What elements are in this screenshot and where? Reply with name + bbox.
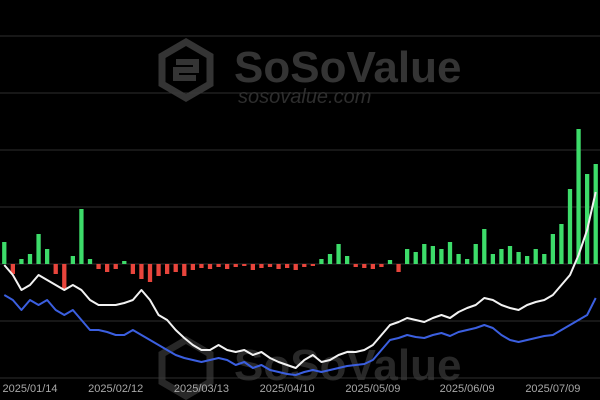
bar bbox=[353, 264, 358, 267]
bar bbox=[559, 224, 564, 264]
bar bbox=[345, 256, 350, 264]
bar bbox=[447, 242, 453, 264]
bar bbox=[105, 264, 110, 272]
x-tick-label: 2025/05/09 bbox=[345, 383, 400, 395]
bar bbox=[319, 259, 324, 264]
bar bbox=[567, 189, 573, 264]
watermark-brand: SoSoValue bbox=[234, 43, 461, 92]
bar bbox=[430, 246, 435, 264]
bar bbox=[130, 264, 135, 274]
x-tick-label: 2025/03/13 bbox=[174, 383, 229, 395]
bar bbox=[422, 244, 427, 264]
x-tick-label: 2025/04/10 bbox=[260, 383, 315, 395]
bar bbox=[327, 254, 333, 264]
bar bbox=[387, 260, 393, 264]
bar bbox=[550, 234, 555, 264]
bar bbox=[233, 264, 238, 267]
bar bbox=[585, 174, 590, 264]
bar bbox=[336, 244, 341, 264]
bar bbox=[362, 264, 367, 268]
bar bbox=[310, 264, 315, 266]
x-axis: 2025/01/14 2025/02/12 2025/03/13 2025/04/10… bbox=[2, 383, 580, 395]
x-tick-label: 2025/01/14 bbox=[2, 383, 57, 395]
bar bbox=[259, 264, 264, 268]
x-tick-label: 2025/02/12 bbox=[88, 383, 143, 395]
bar bbox=[147, 264, 153, 282]
line bbox=[3, 191, 597, 369]
bar bbox=[27, 254, 33, 264]
bars bbox=[2, 129, 598, 289]
bar bbox=[370, 264, 375, 269]
bar bbox=[242, 264, 247, 266]
bar bbox=[276, 264, 281, 269]
x-tick-label: 2025/06/09 bbox=[440, 383, 495, 395]
bar bbox=[216, 264, 221, 267]
bar bbox=[516, 252, 521, 264]
bar bbox=[396, 264, 401, 272]
bar bbox=[113, 264, 118, 269]
watermark-url: sosovalue.com bbox=[238, 86, 371, 108]
bar bbox=[87, 259, 93, 264]
bar bbox=[473, 244, 478, 264]
bar bbox=[482, 229, 487, 264]
bar bbox=[190, 264, 195, 270]
bar bbox=[19, 259, 24, 264]
bar bbox=[53, 264, 58, 274]
bar bbox=[62, 264, 67, 289]
bar bbox=[465, 259, 470, 264]
bar bbox=[139, 264, 144, 279]
bar bbox=[405, 249, 410, 264]
bar bbox=[533, 249, 538, 264]
bar bbox=[456, 254, 461, 264]
bar bbox=[250, 264, 255, 270]
bar bbox=[36, 234, 41, 264]
bar bbox=[173, 264, 178, 272]
bar bbox=[285, 264, 290, 268]
bar bbox=[499, 249, 504, 264]
watermark-top: SoSoValue sosovalue.com bbox=[158, 37, 461, 108]
bar bbox=[293, 264, 298, 270]
bar bbox=[302, 264, 307, 267]
bar bbox=[542, 254, 547, 264]
bar bbox=[379, 264, 384, 267]
bar bbox=[70, 256, 75, 264]
bar bbox=[96, 264, 101, 269]
bar bbox=[490, 254, 495, 264]
line bbox=[3, 294, 597, 376]
lines bbox=[3, 191, 597, 376]
bar bbox=[182, 264, 187, 276]
bar bbox=[593, 164, 598, 264]
bar bbox=[576, 129, 581, 264]
bar bbox=[413, 252, 418, 264]
bar bbox=[225, 264, 230, 269]
bar bbox=[165, 264, 170, 274]
bar bbox=[439, 249, 444, 264]
x-tick-label: 2025/07/09 bbox=[525, 383, 580, 395]
bar bbox=[45, 249, 50, 264]
bar bbox=[525, 256, 530, 264]
bar bbox=[267, 264, 273, 267]
bar bbox=[507, 246, 513, 264]
bar bbox=[2, 242, 7, 264]
bar bbox=[79, 209, 84, 264]
bar bbox=[207, 264, 213, 269]
bar bbox=[10, 264, 15, 274]
bar bbox=[199, 264, 204, 268]
bar bbox=[122, 261, 127, 264]
watermark-logo bbox=[158, 37, 214, 103]
bar bbox=[156, 264, 161, 276]
watermark-logo bbox=[158, 335, 214, 400]
